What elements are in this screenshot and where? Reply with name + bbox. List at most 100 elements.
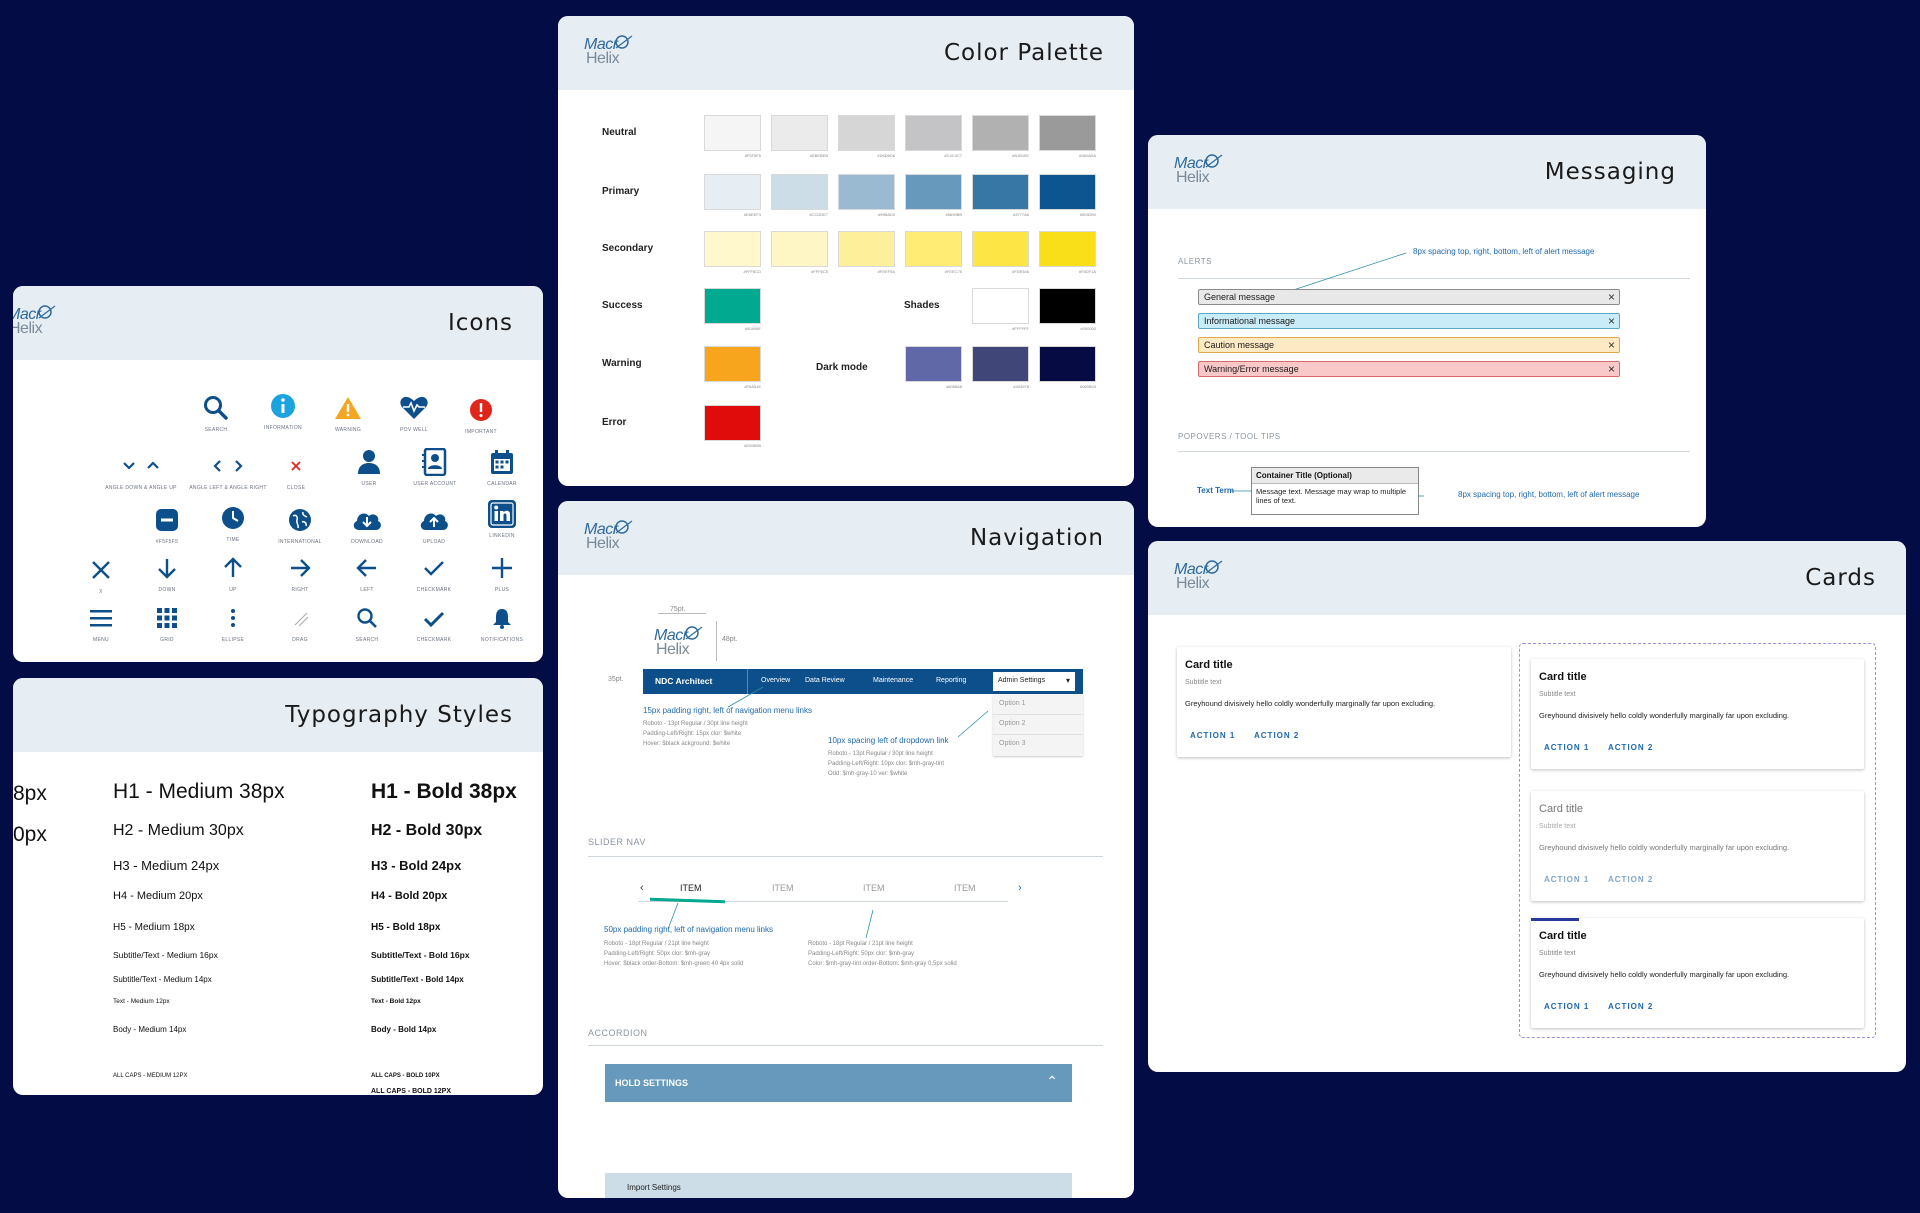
menu-icon[interactable]: MENU	[68, 602, 134, 643]
card-selected[interactable]: Card title Subtitle text Greyhound divis…	[1531, 918, 1864, 1028]
color-swatch[interactable]	[1039, 346, 1096, 382]
user-icon[interactable]: USER	[336, 446, 402, 487]
card-disabled[interactable]: Card title Subtitle text Greyhound divis…	[1531, 791, 1864, 901]
slider-item[interactable]: ITEM	[954, 883, 976, 893]
close-icon[interactable]: CLOSE	[263, 450, 329, 491]
color-swatch[interactable]	[905, 231, 962, 267]
color-swatch[interactable]	[972, 174, 1029, 210]
color-swatch[interactable]	[1039, 288, 1096, 324]
drag-icon[interactable]: DRAG	[267, 602, 333, 643]
user-account-icon[interactable]: USER ACCOUNT	[402, 446, 468, 487]
angle-left-right-icon[interactable]: ANGLE LEFT & ANGLE RIGHT	[188, 450, 268, 491]
plus-icon[interactable]: PLUS	[469, 552, 535, 593]
text-term-link[interactable]: Text Term	[1197, 486, 1235, 495]
x-icon[interactable]: X	[68, 554, 134, 595]
international-icon[interactable]: INTERNATIONAL	[267, 504, 333, 545]
color-swatch[interactable]	[905, 174, 962, 210]
dropdown-option[interactable]: Option 1	[999, 700, 1026, 707]
color-swatch[interactable]	[704, 115, 761, 151]
slider-item[interactable]: ITEM	[863, 883, 885, 893]
card-default[interactable]: Card title Subtitle text Greyhound divis…	[1531, 659, 1864, 769]
important-icon[interactable]: IMPORTANT	[448, 394, 514, 435]
pov-well-icon[interactable]: POV WELL	[381, 392, 447, 433]
calendar-icon[interactable]: CALENDAR	[469, 446, 535, 487]
notifications-icon[interactable]: NOTIFICATIONS	[469, 602, 535, 643]
color-swatch[interactable]	[972, 346, 1029, 382]
color-swatch[interactable]	[771, 115, 828, 151]
close-icon[interactable]: ×	[1607, 314, 1615, 328]
upload-icon[interactable]: UPLOAD	[401, 504, 467, 545]
up-icon[interactable]: UP	[200, 552, 266, 593]
color-swatch[interactable]	[1039, 231, 1096, 267]
color-swatch[interactable]	[704, 346, 761, 382]
minus-box-icon[interactable]: #F5F5F5	[134, 504, 200, 545]
color-swatch[interactable]	[771, 231, 828, 267]
color-swatch[interactable]	[905, 346, 962, 382]
chevron-left-icon[interactable]: ‹	[640, 882, 644, 894]
search-outline-icon[interactable]: SEARCH	[334, 602, 400, 643]
card-action-2[interactable]: ACTION 2	[1608, 743, 1654, 752]
color-swatch[interactable]	[704, 174, 761, 210]
slider-item[interactable]: ITEM	[772, 883, 794, 893]
color-swatch[interactable]	[704, 231, 761, 267]
color-hex: #FFFFFF	[1012, 326, 1029, 331]
color-swatch[interactable]	[1039, 174, 1096, 210]
panel-title: Icons	[447, 310, 513, 336]
angle-down-up-icon[interactable]: ANGLE DOWN & ANGLE UP	[101, 450, 181, 491]
down-icon[interactable]: DOWN	[134, 552, 200, 593]
info-icon[interactable]: INFORMATION	[250, 390, 316, 431]
color-hex: #FDE546	[1012, 269, 1029, 274]
chevron-up-icon[interactable]: ⌃	[1046, 1073, 1058, 1089]
panel-title: Navigation	[969, 525, 1104, 551]
checkmark-bold-icon[interactable]: CHECKMARK	[401, 602, 467, 643]
left-icon[interactable]: LEFT	[334, 552, 400, 593]
search-icon[interactable]: SEARCH	[183, 392, 249, 433]
chevron-right-icon[interactable]: ›	[1018, 882, 1022, 894]
color-swatch[interactable]	[1039, 115, 1096, 151]
card-action-2[interactable]: ACTION 2	[1608, 875, 1654, 884]
accordion-header[interactable]: HOLD SETTINGS ⌃	[605, 1064, 1072, 1102]
color-swatch[interactable]	[704, 288, 761, 324]
close-icon[interactable]: ×	[1607, 362, 1615, 376]
nav-item-reporting[interactable]: Reporting	[936, 677, 967, 684]
close-icon[interactable]: ×	[1607, 338, 1615, 352]
color-swatch[interactable]	[704, 405, 761, 441]
card-action-1[interactable]: ACTION 1	[1544, 743, 1590, 752]
card-action-1[interactable]: ACTION 1	[1190, 731, 1236, 740]
color-swatch[interactable]	[838, 115, 895, 151]
card-action-1[interactable]: ACTION 1	[1544, 875, 1590, 884]
card-action-1[interactable]: ACTION 1	[1544, 1002, 1590, 1011]
section-rule	[1178, 278, 1690, 279]
nav-brand[interactable]: NDC Architect	[655, 676, 713, 686]
time-icon[interactable]: TIME	[200, 502, 266, 543]
right-icon[interactable]: RIGHT	[267, 552, 333, 593]
h5-medium: H5 - Medium 18px	[113, 922, 195, 933]
nav-item-data-review[interactable]: Data Review	[805, 677, 845, 684]
color-swatch[interactable]	[972, 115, 1029, 151]
color-swatch[interactable]	[838, 231, 895, 267]
dropdown-option[interactable]: Option 2	[999, 720, 1026, 727]
grid-icon[interactable]: GRID	[134, 602, 200, 643]
card-action-2[interactable]: ACTION 2	[1254, 731, 1300, 740]
admin-dropdown[interactable]: Admin Settings ▾	[993, 672, 1075, 691]
nav-item-maintenance[interactable]: Maintenance	[873, 677, 914, 684]
checkmark-icon[interactable]: CHECKMARK	[401, 552, 467, 593]
slider-item-active[interactable]: ITEM	[680, 883, 702, 893]
close-icon[interactable]: ×	[1607, 290, 1615, 304]
linkedin-icon[interactable]: LINKEDIN	[469, 498, 535, 539]
color-swatch[interactable]	[972, 288, 1029, 324]
dropdown-option[interactable]: Option 3	[999, 740, 1026, 747]
color-swatch[interactable]	[972, 231, 1029, 267]
color-swatch[interactable]	[905, 115, 962, 151]
warning-icon[interactable]: WARNING	[315, 392, 381, 433]
card-action-2[interactable]: ACTION 2	[1608, 1002, 1654, 1011]
color-swatch[interactable]	[771, 174, 828, 210]
nav-item-overview[interactable]: Overview	[761, 677, 791, 684]
accordion-item[interactable]: Import Settings	[605, 1173, 1072, 1198]
download-icon[interactable]: DOWNLOAD	[334, 504, 400, 545]
ellipse-icon[interactable]: ELLIPSE	[200, 602, 266, 643]
card[interactable]: Card title Subtitle text Greyhound divis…	[1177, 647, 1511, 757]
card-title: Card title	[1185, 659, 1233, 671]
color-swatch[interactable]	[838, 174, 895, 210]
